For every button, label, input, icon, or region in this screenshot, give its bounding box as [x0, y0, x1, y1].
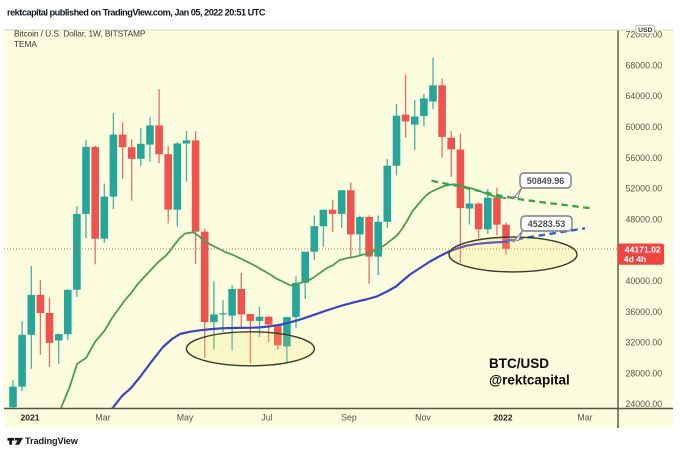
svg-text:64000.00: 64000.00 — [626, 91, 663, 101]
svg-text:BTC/USD: BTC/USD — [489, 356, 549, 371]
svg-text:24000.00: 24000.00 — [626, 399, 663, 409]
svg-text:44171.02: 44171.02 — [625, 244, 661, 254]
svg-text:Jul: Jul — [261, 413, 272, 423]
svg-text:2021: 2021 — [20, 413, 39, 423]
svg-text:@rektcapital: @rektcapital — [489, 373, 570, 388]
svg-text:4d 4h: 4d 4h — [624, 254, 646, 264]
svg-text:Bitcoin / U.S. Dollar, 1W, BIT: Bitcoin / U.S. Dollar, 1W, BITSTAMP — [14, 29, 146, 39]
svg-text:45283.53: 45283.53 — [528, 219, 566, 229]
svg-text:52000.00: 52000.00 — [626, 184, 663, 194]
svg-text:68000.00: 68000.00 — [626, 60, 663, 70]
svg-text:72000.00: 72000.00 — [626, 30, 663, 40]
svg-text:Mar: Mar — [95, 413, 110, 423]
svg-text:32000.00: 32000.00 — [626, 338, 663, 348]
svg-text:60000.00: 60000.00 — [626, 122, 663, 132]
svg-text:TEMA: TEMA — [14, 39, 37, 49]
svg-text:48000.00: 48000.00 — [626, 214, 663, 224]
svg-text:56000.00: 56000.00 — [626, 153, 663, 163]
svg-text:May: May — [177, 413, 194, 423]
svg-text:USD: USD — [638, 27, 652, 34]
svg-text:40000.00: 40000.00 — [626, 276, 663, 286]
svg-text:Sep: Sep — [341, 413, 357, 423]
svg-text:Mar: Mar — [577, 413, 592, 423]
svg-text:rektcapital published on Tradi: rektcapital published on TradingView.com… — [7, 8, 266, 18]
svg-text:Nov: Nov — [415, 413, 431, 423]
svg-text:50849.96: 50849.96 — [527, 176, 565, 186]
svg-text:2022: 2022 — [493, 413, 512, 423]
svg-text:36000.00: 36000.00 — [626, 307, 663, 317]
svg-text:TradingView: TradingView — [25, 436, 79, 446]
svg-text:28000.00: 28000.00 — [626, 368, 663, 378]
